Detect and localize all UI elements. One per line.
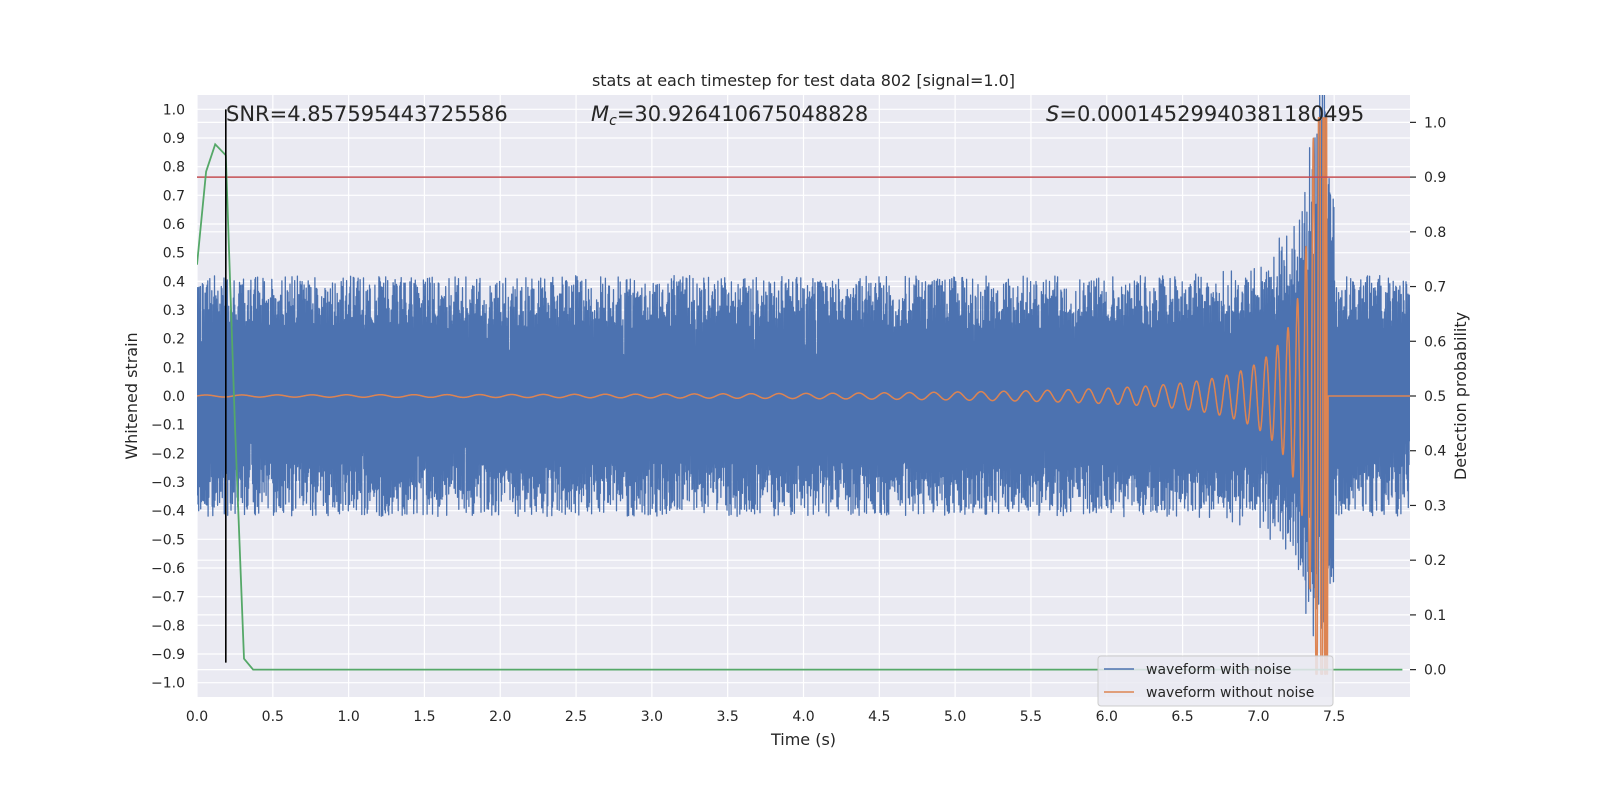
y-tick-label: 0.2: [163, 332, 185, 348]
y-right-tick-label: 0.9: [1424, 170, 1446, 186]
x-tick-label: 0.0: [186, 709, 208, 725]
y-tick-label: −0.4: [151, 504, 185, 520]
legend-box: [1097, 655, 1334, 707]
y-right-tick-label: 0.3: [1424, 498, 1446, 514]
y-axis-label: Whitened strain: [122, 332, 141, 459]
annotation-chirp-mass-subscript: c: [609, 113, 617, 129]
x-tick-label: 3.5: [717, 709, 739, 725]
y-right-tick-label: 0.6: [1424, 334, 1446, 350]
y-tick-label: −0.6: [151, 561, 185, 577]
y-tick-label: −0.3: [151, 475, 185, 491]
x-tick-label: 5.5: [1020, 709, 1042, 725]
y-tick-label: −0.5: [151, 532, 185, 548]
chart-title: stats at each timestep for test data 802…: [592, 71, 1015, 90]
x-tick-label: 6.5: [1171, 709, 1193, 725]
x-tick-label: 7.0: [1247, 709, 1269, 725]
legend-entry-clean: waveform without noise: [1146, 685, 1314, 701]
x-tick-label: 1.0: [337, 709, 359, 725]
x-tick-label: 2.5: [565, 709, 587, 725]
y-tick-label: −0.9: [151, 647, 185, 663]
legend-entry-noise: waveform with noise: [1146, 662, 1291, 678]
y-tick-label: −0.2: [151, 446, 185, 462]
y-tick-label: −0.7: [151, 590, 185, 606]
y-right-tick-label: 0.1: [1424, 608, 1446, 624]
y-tick-label: 0.0: [163, 389, 185, 405]
x-tick-label: 7.5: [1323, 709, 1345, 725]
y-tick-label: 0.6: [163, 217, 185, 233]
annotation-snr: SNR=4.857595443725586: [226, 102, 508, 126]
y-right-tick-label: 0.7: [1424, 280, 1446, 296]
y-right-tick-label: 0.5: [1424, 389, 1446, 405]
y-tick-label: 0.5: [163, 246, 185, 262]
series-layer: [197, 95, 1410, 675]
y-tick-label: 0.7: [163, 188, 185, 204]
y-right-tick-label: 0.4: [1424, 444, 1446, 460]
annotation-s: S=0.00014529940381180495: [1046, 102, 1364, 126]
annotation-s-value: =0.00014529940381180495: [1059, 102, 1364, 126]
x-axis-label: Time (s): [770, 730, 836, 749]
y-tick-label: 0.9: [163, 131, 185, 147]
x-tick-label: 3.0: [641, 709, 663, 725]
x-tick-label: 6.0: [1096, 709, 1118, 725]
y-tick-label: −0.8: [151, 618, 185, 634]
y-right-tick-label: 0.0: [1424, 663, 1446, 679]
annotation-chirp-mass-symbol: M: [591, 102, 609, 126]
y-tick-label: −1.0: [151, 676, 185, 692]
y-right-tick-label: 1.0: [1424, 115, 1446, 131]
y-tick-label: 1.0: [163, 102, 185, 118]
x-tick-label: 2.0: [489, 709, 511, 725]
x-tick-label: 1.5: [413, 709, 435, 725]
y-tick-label: 0.3: [163, 303, 185, 319]
y-right-tick-label: 0.8: [1424, 225, 1446, 241]
x-tick-label: 4.0: [792, 709, 814, 725]
x-tick-label: 4.5: [868, 709, 890, 725]
y-tick-label: 0.4: [163, 274, 185, 290]
series-waveform-without-noise: [197, 117, 1410, 675]
legend: waveform with noise waveform without noi…: [1097, 655, 1334, 707]
x-tick-label: 5.0: [944, 709, 966, 725]
series-waveform-with-noise: [197, 95, 1410, 642]
annotation-chirp-mass-value: =30.926410675048828: [617, 102, 868, 126]
y-tick-label: 0.1: [163, 360, 185, 376]
series-detection-probability: [197, 142, 1403, 671]
x-tick-label: 0.5: [262, 709, 284, 725]
y-tick-label: −0.1: [151, 418, 185, 434]
y-tick-label: 0.8: [163, 160, 185, 176]
annotation-chirp-mass: Mc=30.926410675048828: [591, 102, 868, 129]
y-right-tick-label: 0.2: [1424, 553, 1446, 569]
tick-layer: 0.0 0.5 1.0 1.5 2.0 2.5 3.0 3.5 4.0 4.5 5.0 5.5 6.0 6…: [151, 102, 1446, 725]
annotation-s-symbol: S: [1046, 102, 1059, 126]
y-axis-label-right: Detection probability: [1451, 312, 1470, 480]
